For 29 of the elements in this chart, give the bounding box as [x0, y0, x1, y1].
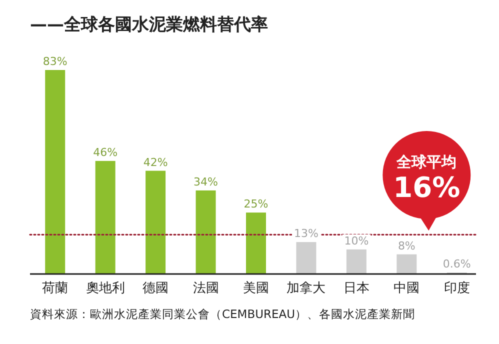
- x-tick-label: 法國: [192, 281, 219, 296]
- data-label: 34%: [194, 175, 218, 188]
- ref-line-label: 全球平均 16%: [393, 153, 460, 204]
- data-label: 10%: [344, 234, 369, 248]
- x-tick-label: 印度: [444, 280, 470, 296]
- bar: [296, 242, 316, 274]
- chart-title: ——全球各國水泥業燃料替代率: [30, 15, 268, 35]
- x-tick-label: 加拿大: [286, 281, 326, 296]
- data-label: 42%: [143, 156, 168, 169]
- data-label: 13%: [294, 227, 318, 240]
- bar: [246, 212, 266, 274]
- data-label: 25%: [244, 198, 268, 211]
- x-tick-label: 日本: [343, 281, 370, 296]
- x-tick-label: 中國: [394, 281, 420, 296]
- x-tick-label: 美國: [243, 280, 269, 296]
- bar: [45, 70, 66, 274]
- x-tick-label: 荷蘭: [42, 281, 68, 296]
- data-label: 8%: [398, 239, 416, 252]
- data-label: 46%: [93, 146, 118, 159]
- bar: [196, 190, 216, 274]
- x-tick-label: 奧地利: [86, 281, 125, 296]
- source-note: 資料來源：歐洲水泥產業同業公會（CEMBUREAU）、各國水泥產業新聞: [30, 307, 416, 321]
- x-tick-label: 德國: [142, 281, 169, 296]
- data-label: 0.6%: [442, 258, 471, 271]
- data-label: 83%: [42, 55, 68, 68]
- bar: [346, 249, 366, 274]
- bar: [146, 170, 166, 274]
- bar: [95, 160, 116, 274]
- bar: [396, 254, 417, 274]
